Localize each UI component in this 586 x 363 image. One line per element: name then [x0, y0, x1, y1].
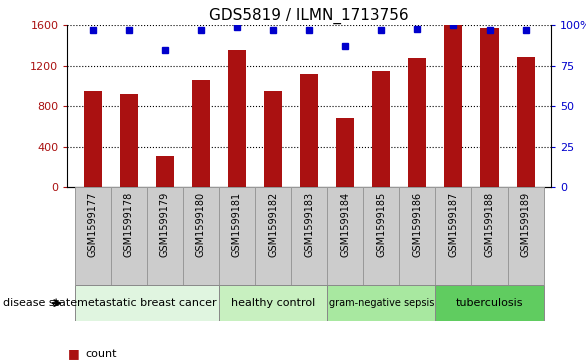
Text: ■: ■ [67, 347, 79, 360]
Bar [481, 28, 499, 187]
Bar [435, 187, 472, 285]
Bar [146, 187, 183, 285]
Bar [219, 187, 255, 285]
Text: gram-negative sepsis: gram-negative sepsis [329, 298, 434, 308]
Text: GSM1599178: GSM1599178 [124, 192, 134, 257]
Text: disease state: disease state [3, 298, 77, 308]
Bar [300, 74, 318, 187]
Bar [363, 187, 399, 285]
Text: GSM1599188: GSM1599188 [485, 192, 495, 257]
Bar [74, 285, 219, 321]
Bar [408, 58, 427, 187]
Bar [219, 285, 327, 321]
Text: GSM1599189: GSM1599189 [520, 192, 530, 257]
Bar [336, 118, 354, 187]
Text: metastatic breast cancer: metastatic breast cancer [77, 298, 217, 308]
Text: GSM1599184: GSM1599184 [340, 192, 350, 257]
Text: GSM1599186: GSM1599186 [413, 192, 423, 257]
Bar [192, 80, 210, 187]
Text: GSM1599182: GSM1599182 [268, 192, 278, 257]
Text: GSM1599179: GSM1599179 [160, 192, 170, 257]
Bar [228, 50, 246, 187]
Text: GSM1599177: GSM1599177 [88, 192, 98, 257]
Bar [291, 187, 327, 285]
Bar [399, 187, 435, 285]
Bar [264, 91, 282, 187]
Text: GSM1599187: GSM1599187 [448, 192, 458, 257]
Text: GSM1599183: GSM1599183 [304, 192, 314, 257]
Bar [327, 285, 435, 321]
Bar [372, 71, 390, 187]
Text: GSM1599181: GSM1599181 [232, 192, 242, 257]
Bar [111, 187, 146, 285]
Bar [120, 94, 138, 187]
Bar [183, 187, 219, 285]
Bar [156, 156, 174, 187]
Text: GSM1599180: GSM1599180 [196, 192, 206, 257]
Bar [74, 187, 111, 285]
Text: tuberculosis: tuberculosis [456, 298, 523, 308]
Text: healthy control: healthy control [231, 298, 315, 308]
Bar [327, 187, 363, 285]
Bar [84, 91, 101, 187]
Text: count: count [85, 349, 117, 359]
Bar [472, 187, 507, 285]
Bar [255, 187, 291, 285]
Text: GSM1599185: GSM1599185 [376, 192, 386, 257]
Bar [517, 57, 534, 187]
Bar [444, 25, 462, 187]
Bar [507, 187, 544, 285]
Bar [435, 285, 544, 321]
Title: GDS5819 / ILMN_1713756: GDS5819 / ILMN_1713756 [209, 8, 409, 24]
